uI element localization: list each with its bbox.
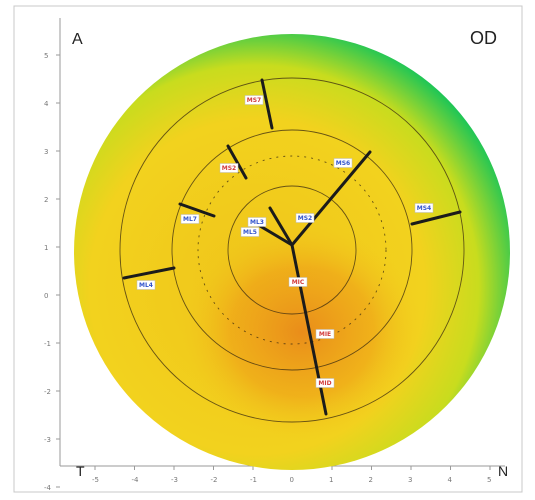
x-tick-label: -2 — [211, 476, 218, 484]
meridian-label-text: MS6 — [336, 160, 350, 167]
meridian-label-text: ML4 — [139, 282, 153, 289]
meridian-labels: MS7 MS2 MS6 ML7 MS4 ML3 ML5 MS2 ML4 MIC MIE MID — [136, 95, 434, 388]
meridian-upper-right — [290, 150, 372, 247]
meridian-label-box — [136, 280, 156, 290]
meridian-right — [410, 210, 462, 226]
meridian-label: ML3 — [247, 217, 267, 227]
meridian-label-text: MIC — [292, 279, 305, 286]
meridian-label-text: MIE — [319, 331, 331, 338]
x-tick-label: -1 — [250, 476, 257, 484]
x-tick-label: 3 — [408, 476, 412, 484]
x-tick-label: 4 — [448, 476, 453, 484]
y-tick-label: -4 — [44, 484, 52, 492]
meridian-label-box — [180, 214, 200, 224]
zone-rings — [119, 77, 465, 423]
meridian-label-box — [333, 158, 353, 168]
meridian-label-box — [315, 378, 335, 388]
x-tick-label: -4 — [132, 476, 140, 484]
meridian-label-text: MS2 — [298, 215, 312, 222]
meridian-top — [260, 78, 274, 130]
meridian-label-box — [315, 329, 335, 339]
bottom-left-label: T — [76, 463, 85, 479]
meridian-label-text: MS2 — [222, 165, 236, 172]
x-tick-label: 2 — [369, 476, 373, 484]
y-tick-label: 1 — [44, 244, 48, 252]
y-tick-label: 5 — [44, 52, 48, 60]
meridian-label-text: ML5 — [243, 229, 257, 236]
y-tick-label: 0 — [44, 292, 48, 300]
meridian-upper-left — [226, 144, 248, 180]
meridian-label-box — [295, 213, 315, 223]
meridian-label-box — [288, 277, 308, 287]
x-tick-label: -3 — [171, 476, 178, 484]
ring-dotted — [197, 155, 387, 345]
y-axis-ticks: 5 4 3 2 1 0 -1 -2 -3 -4 — [44, 52, 60, 492]
meridian-label-text: ML3 — [250, 219, 264, 226]
meridian-label: MIE — [315, 329, 335, 339]
meridian-label-box — [244, 95, 264, 105]
meridian-label: MS4 — [414, 203, 434, 213]
meridian-label-text: MID — [318, 380, 331, 387]
eye-label: OD — [470, 28, 497, 48]
meridian-label-box — [240, 227, 260, 237]
meridian-label-box — [247, 217, 267, 227]
x-tick-label: 1 — [329, 476, 333, 484]
y-tick-label: -2 — [44, 388, 51, 396]
meridian-label-box — [414, 203, 434, 213]
meridian-label: MIC — [288, 277, 308, 287]
meridian-label: MS6 — [333, 158, 353, 168]
meridian-center-b — [268, 206, 294, 247]
meridian-label: ML4 — [136, 280, 156, 290]
meridian-label-box — [219, 163, 239, 173]
x-tick-label: 0 — [290, 476, 294, 484]
meridian-label-text: ML7 — [183, 216, 197, 223]
ring-outer — [119, 77, 465, 423]
meridian-label: MS7 — [244, 95, 264, 105]
x-tick-label: -5 — [92, 476, 99, 484]
y-tick-label: 2 — [44, 196, 48, 204]
meridian-label-text: MS4 — [417, 205, 431, 212]
y-tick-label: -3 — [44, 436, 51, 444]
meridian-label: MS2 — [295, 213, 315, 223]
y-tick-label: -1 — [44, 340, 51, 348]
meridian-label: ML5 — [240, 227, 260, 237]
meridian-label: MS2 — [219, 163, 239, 173]
x-tick-label: 5 — [487, 476, 491, 484]
ring-mid — [171, 129, 413, 371]
bottom-right-label: N — [498, 463, 508, 479]
x-axis-ticks: -5 -4 -3 -2 -1 0 1 2 3 4 5 — [92, 466, 491, 484]
top-left-label: A — [72, 31, 83, 48]
ring-inner — [227, 185, 357, 315]
map-center-region — [182, 224, 422, 440]
meridian-label-text: MS7 — [247, 97, 261, 104]
meridian-label: ML7 — [180, 214, 200, 224]
meridian-far-left — [122, 266, 176, 280]
y-tick-label: 4 — [44, 100, 49, 108]
meridian-left — [178, 202, 216, 218]
meridian-label: MID — [315, 378, 335, 388]
y-tick-label: 3 — [44, 148, 48, 156]
